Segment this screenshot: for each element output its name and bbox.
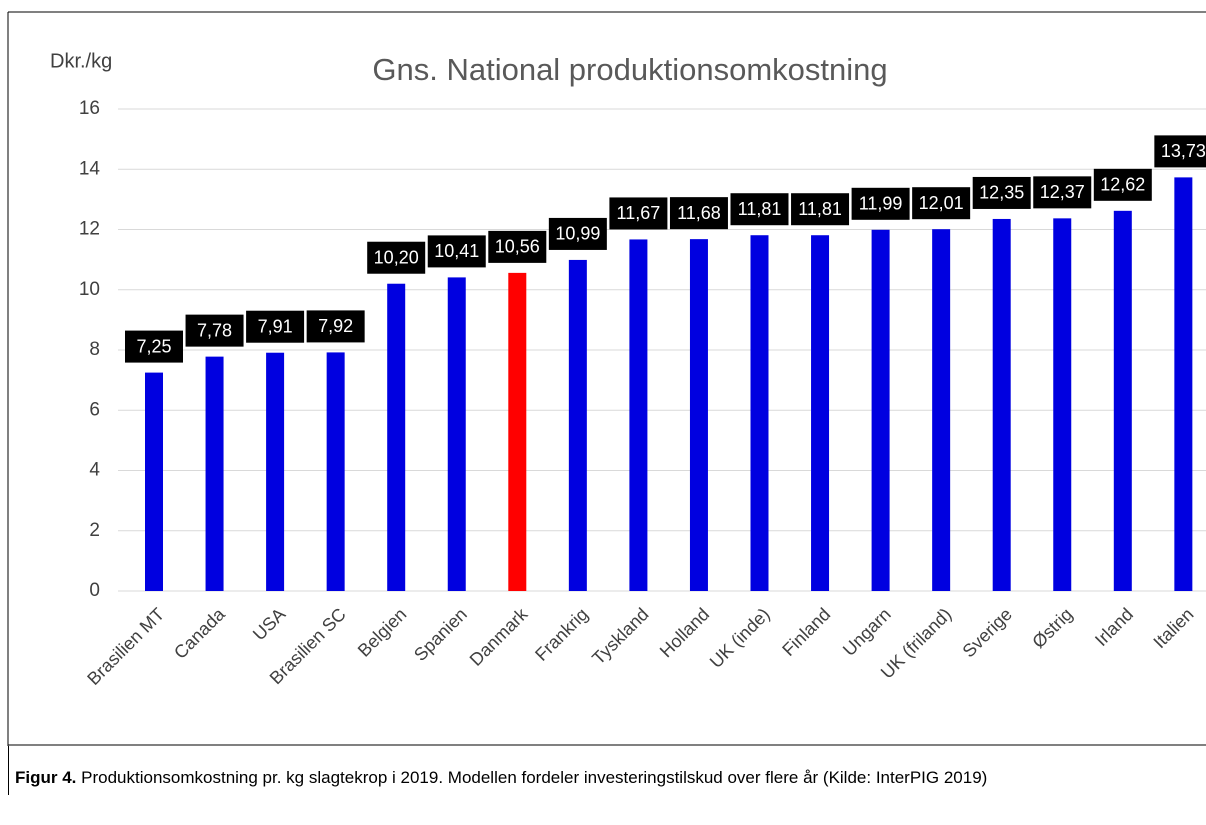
- bar: [992, 218, 1011, 592]
- value-label-box: [609, 197, 668, 230]
- bar: [750, 235, 769, 591]
- value-label: 10,20: [374, 247, 419, 267]
- bar: [1053, 218, 1072, 591]
- bar: [145, 372, 163, 591]
- x-tick-label: Tyskland: [588, 604, 652, 668]
- value-label: 7,78: [197, 320, 232, 340]
- y-tick-label: 4: [89, 460, 100, 481]
- bar: [1174, 177, 1193, 592]
- x-tick-label: Italien: [1149, 604, 1197, 652]
- value-label: 11,68: [677, 203, 721, 223]
- x-tick-label: Østrig: [1028, 604, 1076, 652]
- value-label: 12,37: [1040, 182, 1085, 202]
- value-label-box: [791, 193, 850, 226]
- value-label: 7,91: [258, 316, 293, 336]
- value-label-box: [1154, 135, 1206, 168]
- y-tick-label: 16: [79, 98, 100, 119]
- bar: [689, 239, 708, 591]
- chart: Gns. National produktionsomkostning Dkr.…: [7, 11, 1206, 746]
- bar: [266, 352, 285, 591]
- x-tick-label: Canada: [170, 603, 229, 662]
- value-label-box: [185, 314, 244, 347]
- value-label: 11,99: [859, 194, 903, 214]
- y-tick-label: 8: [89, 339, 100, 360]
- y-tick-label: 14: [79, 158, 101, 179]
- value-label: 11,67: [617, 203, 661, 223]
- value-label: 12,35: [979, 183, 1024, 203]
- x-tick-label: Frankrig: [531, 604, 592, 665]
- caption-label: Figur 4.: [15, 768, 77, 787]
- value-label-box: [1093, 168, 1152, 201]
- caption: Figur 4. Produktionsomkostning pr. kg sl…: [8, 746, 1205, 795]
- x-tick-label: USA: [249, 604, 289, 644]
- bar: [811, 235, 830, 591]
- value-label-box: [1033, 176, 1092, 209]
- value-label-box: [851, 187, 910, 220]
- bar: [1113, 210, 1132, 591]
- value-label-box: [972, 176, 1031, 209]
- y-axis-label: Dkr./kg: [50, 50, 112, 72]
- value-label-box: [125, 330, 183, 363]
- value-label: 10,56: [495, 237, 540, 257]
- bar: [932, 229, 951, 592]
- x-tick-label: UK (inde): [706, 604, 774, 672]
- value-label-box: [306, 310, 365, 343]
- x-tick-label: Brasilien MT: [83, 604, 168, 689]
- value-label: 12,01: [919, 193, 964, 213]
- value-label: 11,81: [798, 199, 842, 219]
- bar: [326, 352, 345, 591]
- y-tick-label: 6: [89, 399, 100, 420]
- bar: [568, 259, 587, 591]
- value-label-box: [730, 193, 789, 226]
- bar: [387, 283, 406, 591]
- value-label: 11,81: [738, 199, 782, 219]
- x-tick-label: Spanien: [410, 604, 471, 665]
- x-tick-label: Danmark: [466, 603, 532, 669]
- x-tick-label: Ungarn: [839, 604, 895, 660]
- x-tick-label: Finland: [778, 604, 834, 660]
- value-label: 10,99: [555, 224, 600, 244]
- value-label-box: [488, 230, 547, 263]
- y-tick-label: 12: [79, 219, 100, 240]
- bar: [871, 229, 890, 591]
- value-label-box: [427, 235, 486, 268]
- value-label: 12,62: [1100, 175, 1145, 195]
- x-tick-label: Irland: [1091, 604, 1137, 650]
- caption-text: Produktionsomkostning pr. kg slagtekrop …: [76, 768, 988, 787]
- bar: [508, 272, 527, 591]
- value-label-box: [669, 197, 728, 230]
- value-label-box: [912, 187, 971, 220]
- value-label-box: [367, 241, 426, 274]
- bar: [629, 239, 648, 591]
- x-tick-label: Belgien: [354, 604, 411, 661]
- value-label-box: [548, 217, 607, 250]
- y-tick-label: 0: [89, 580, 100, 601]
- chart-title: Gns. National produktionsomkostning: [372, 52, 887, 87]
- value-label-box: [246, 310, 305, 343]
- x-tick-label: Holland: [656, 604, 713, 661]
- y-tick-label: 2: [89, 520, 100, 541]
- x-tick-label: Sverige: [959, 604, 1016, 661]
- value-label: 7,25: [136, 336, 171, 356]
- value-label: 13,73: [1161, 141, 1206, 161]
- y-tick-label: 10: [79, 279, 100, 300]
- value-label: 10,41: [434, 241, 479, 261]
- bar: [205, 356, 224, 591]
- bar: [447, 277, 466, 591]
- value-label: 7,92: [318, 316, 353, 336]
